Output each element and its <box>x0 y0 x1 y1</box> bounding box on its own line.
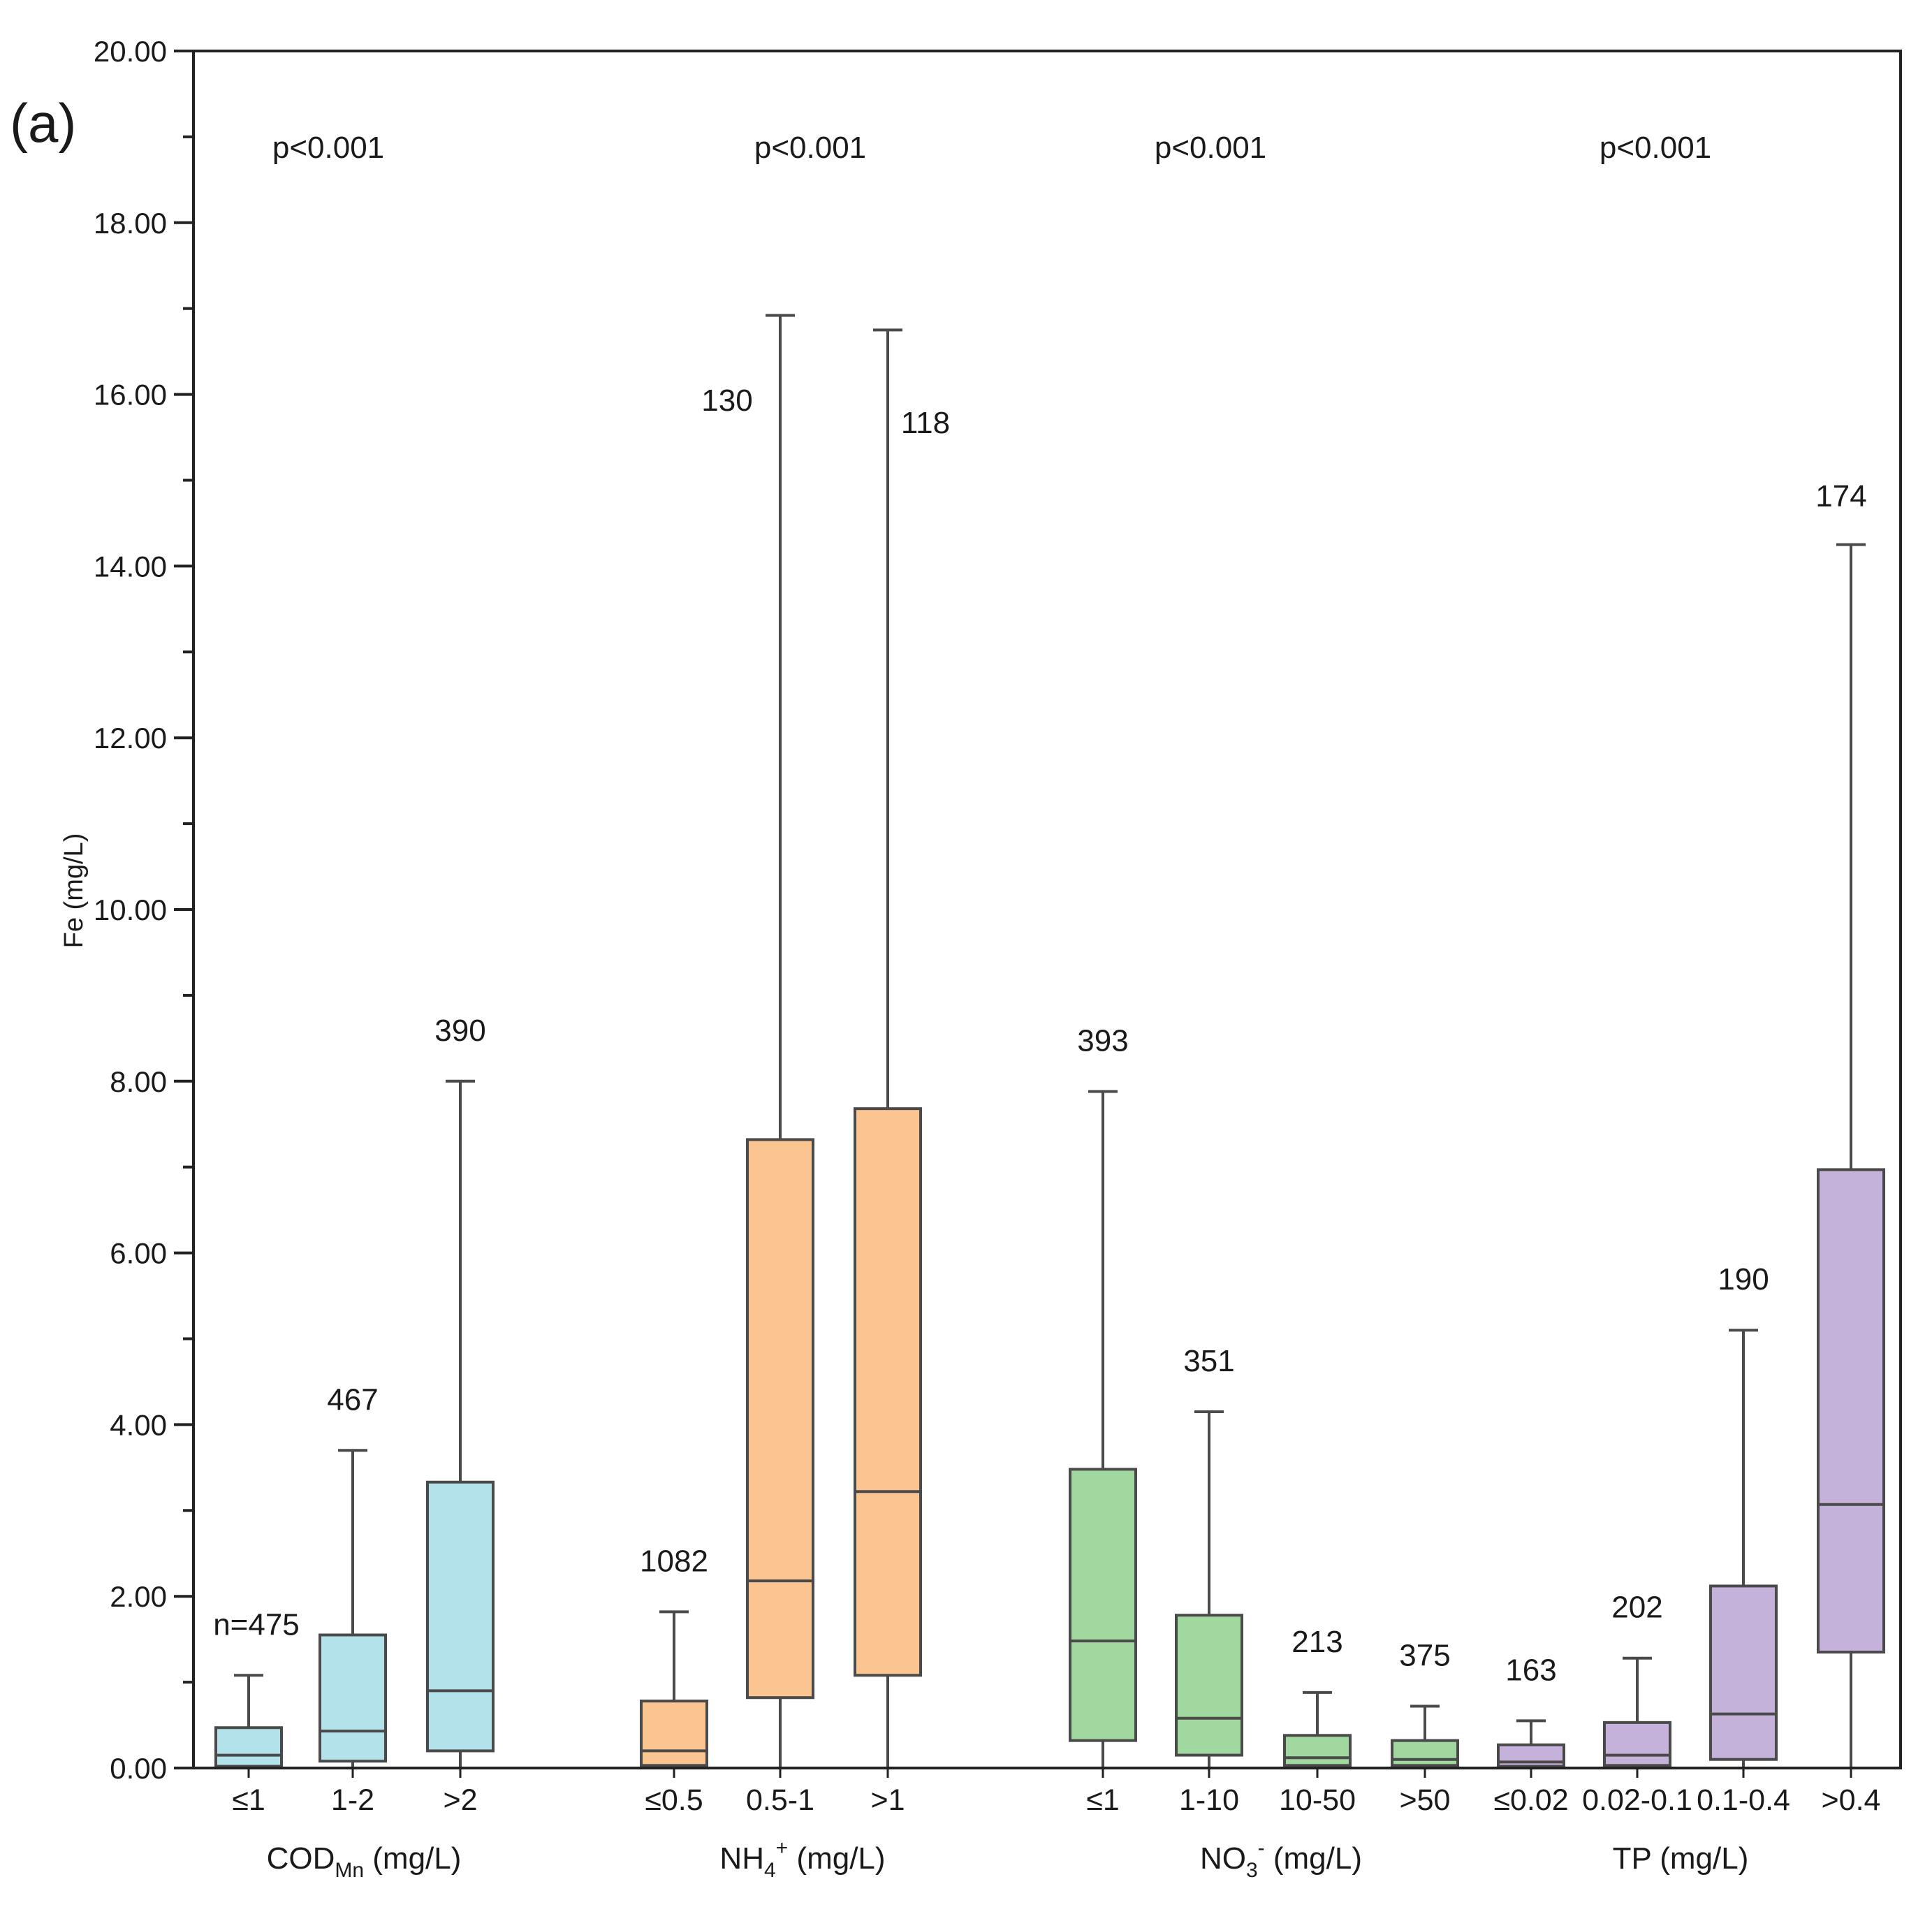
category-label: 0.5-1 <box>746 1783 814 1817</box>
iqr-box <box>1709 1584 1778 1761</box>
iqr-box <box>746 1138 814 1700</box>
iqr-box <box>214 1726 283 1768</box>
sample-size-label: 375 <box>1399 1639 1450 1673</box>
iqr-box <box>640 1700 708 1767</box>
group-axis-label: NH4+ (mg/L) <box>719 1836 885 1882</box>
category-label: 0.1-0.4 <box>1697 1783 1790 1817</box>
category-label: >0.4 <box>1822 1783 1881 1817</box>
y-tick-label: 16.00 <box>94 379 167 411</box>
group-name: NO <box>1200 1841 1246 1876</box>
sample-size-label: 163 <box>1505 1653 1556 1687</box>
y-tick-label: 8.00 <box>110 1065 167 1098</box>
p-value-label: p<0.001 <box>1155 131 1266 165</box>
y-tick-label: 6.00 <box>110 1237 167 1270</box>
sample-size-label: 202 <box>1611 1591 1662 1625</box>
group-3: 163 ≤0.02 202 0.02-0.1 190 0.1-0.4 174 >0.4 p<0.… <box>1493 131 1885 1876</box>
group-subscript: Mn <box>335 1859 364 1882</box>
group-subscript: 4 <box>764 1859 776 1882</box>
iqr-box <box>426 1480 495 1753</box>
sample-size-label: 390 <box>434 1014 485 1048</box>
iqr-box <box>1175 1614 1243 1757</box>
category-label: ≤0.02 <box>1493 1783 1568 1817</box>
sample-size-label: 213 <box>1291 1625 1342 1659</box>
iqr-box <box>1069 1468 1137 1742</box>
group-axis-label: TP (mg/L) <box>1613 1841 1749 1876</box>
y-tick-label: 14.00 <box>94 550 167 583</box>
group-axis-label: NO3- (mg/L) <box>1200 1836 1362 1882</box>
plot-frame <box>192 50 1902 1769</box>
iqr-box <box>1391 1739 1459 1767</box>
group-name: TP <box>1613 1841 1651 1876</box>
group-name: NH <box>719 1841 764 1876</box>
p-value-label: p<0.001 <box>754 131 866 165</box>
category-label: 10-50 <box>1279 1783 1356 1817</box>
p-value-label: p<0.001 <box>272 131 384 165</box>
sample-size-label: 467 <box>327 1382 378 1417</box>
sample-size-label: 130 <box>701 384 752 418</box>
iqr-box <box>1817 1168 1885 1654</box>
group-superscript: - <box>1258 1836 1265 1860</box>
panel-label: (a) <box>10 92 76 154</box>
category-label: 0.02-0.1 <box>1582 1783 1692 1817</box>
category-label: ≤1 <box>232 1783 265 1817</box>
group-1: 1082 ≤0.5 130 0.5-1 118 >1 p<0.001 NH4+ (mg/L) <box>640 131 950 1882</box>
y-axis-title: Fe (mg/L) <box>59 833 89 949</box>
iqr-box <box>854 1107 922 1677</box>
category-label: 1-2 <box>331 1783 374 1817</box>
group-unit: (mg/L) <box>788 1841 885 1876</box>
category-label: 1-10 <box>1179 1783 1239 1817</box>
y-tick-label: 0.00 <box>110 1752 167 1785</box>
category-label: >1 <box>870 1783 905 1817</box>
y-axis: 0.00 2.00 4.00 6.00 8.00 10.00 12.00 14.00 16.00… <box>94 35 193 1785</box>
group-name: COD <box>267 1841 335 1876</box>
category-label: ≤1 <box>1086 1783 1120 1817</box>
y-tick-label: 12.00 <box>94 722 167 754</box>
sample-size-label: 1082 <box>640 1544 708 1578</box>
group-subscript: 3 <box>1246 1859 1258 1882</box>
sample-size-label: 393 <box>1077 1024 1128 1058</box>
group-superscript: + <box>776 1836 789 1860</box>
sample-size-label: n=475 <box>213 1607 300 1642</box>
y-tick-label: 18.00 <box>94 207 167 240</box>
group-2: 393 ≤1 351 1-10 213 10-50 375 >50 p<0.001 NO3- (m… <box>1069 131 1459 1882</box>
p-value-label: p<0.001 <box>1600 131 1711 165</box>
category-label: ≤0.5 <box>645 1783 703 1817</box>
y-tick-label: 10.00 <box>94 893 167 926</box>
group-unit: (mg/L) <box>1651 1841 1748 1876</box>
category-label: >50 <box>1400 1783 1451 1817</box>
group-0: n=475 ≤1 467 1-2 390 >2 p<0.001 CODMn (mg/L) <box>213 131 495 1882</box>
sample-size-label: 190 <box>1718 1262 1769 1297</box>
iqr-box <box>1603 1721 1671 1767</box>
group-unit: (mg/L) <box>1265 1841 1362 1876</box>
iqr-box <box>319 1633 387 1763</box>
sample-size-label: 351 <box>1183 1344 1234 1378</box>
y-tick-label: 2.00 <box>110 1580 167 1613</box>
sample-size-label: 118 <box>901 406 950 440</box>
iqr-box <box>1283 1734 1352 1767</box>
y-tick-label: 4.00 <box>110 1408 167 1441</box>
sample-size-label: 174 <box>1815 479 1866 513</box>
group-unit: (mg/L) <box>364 1841 461 1876</box>
y-tick-label: 20.00 <box>94 35 167 68</box>
group-axis-label: CODMn (mg/L) <box>267 1841 462 1882</box>
category-label: >2 <box>443 1783 477 1817</box>
